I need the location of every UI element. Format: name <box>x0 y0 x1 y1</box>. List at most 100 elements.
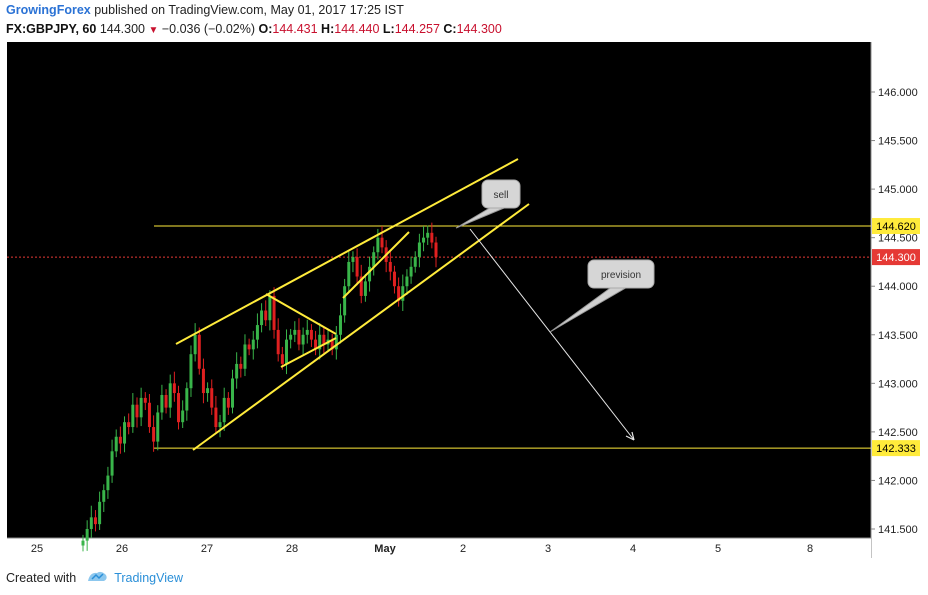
candle-body <box>426 232 430 238</box>
candle-body <box>85 529 89 541</box>
projection-arrowhead-icon <box>625 431 635 441</box>
triangle-upper-line <box>265 293 337 335</box>
y-tick-label: 145.000 <box>878 184 918 196</box>
created-with-text: Created with <box>6 570 77 585</box>
publish-info: GrowingForex published on TradingView.co… <box>6 3 404 17</box>
wedge-line <box>342 231 410 299</box>
candle-body <box>135 404 139 418</box>
candle-body <box>201 368 205 394</box>
candle-body <box>81 540 85 546</box>
high-value: 144.440 <box>334 22 380 36</box>
candle-body <box>293 329 297 335</box>
candle-body <box>123 422 127 444</box>
candle-body <box>177 393 181 423</box>
candle-body <box>243 344 247 369</box>
candle-body <box>405 276 409 287</box>
candle-body <box>380 237 384 248</box>
high-label: H: <box>321 22 335 36</box>
candle-body <box>210 388 214 408</box>
x-tick-label: 25 <box>31 543 43 555</box>
change-text: −0.036 (−0.02%) <box>161 22 255 36</box>
candle-body <box>417 242 421 258</box>
candle-body <box>89 517 93 529</box>
x-tick-label: 4 <box>630 543 636 555</box>
drawings[interactable]: sell prevision <box>175 158 655 451</box>
candle-body <box>251 339 255 350</box>
x-tick-label: 5 <box>715 543 721 555</box>
candle-body <box>280 354 284 364</box>
prevision-callout-box <box>587 259 655 289</box>
candle-body <box>297 329 301 345</box>
candle-body <box>152 427 156 442</box>
candle-body <box>181 410 185 423</box>
candle-body <box>376 237 380 253</box>
channel-lower-line <box>192 203 530 451</box>
candle-body <box>231 378 235 408</box>
candle-body <box>434 242 438 258</box>
candle-body <box>164 394 168 408</box>
x-tick-label: 28 <box>286 543 298 555</box>
candle-body <box>143 397 147 403</box>
tradingview-logo-icon[interactable] <box>86 569 108 586</box>
y-tick-label: 144.000 <box>878 281 918 293</box>
author-name[interactable]: GrowingForex <box>6 3 91 17</box>
candle-body <box>272 295 276 330</box>
candle-body <box>131 404 135 428</box>
candle-body <box>110 451 114 476</box>
x-tick-label: 3 <box>545 543 551 555</box>
candle-body <box>260 310 264 326</box>
candle-body <box>309 329 313 340</box>
open-value: 144.431 <box>272 22 318 36</box>
candle-body <box>338 315 342 335</box>
channel-upper-line <box>175 158 519 345</box>
time-axis[interactable] <box>7 538 871 558</box>
candle-body <box>314 339 318 350</box>
sell-callout-box <box>481 179 521 209</box>
candle-body <box>239 363 243 369</box>
x-tick-labels: 25 26 27 28 May 2 3 4 5 8 <box>31 543 813 555</box>
candle-body <box>413 257 417 267</box>
candle-body <box>156 412 160 442</box>
tradingview-link[interactable]: TradingView <box>114 570 183 585</box>
candle-body <box>347 261 351 287</box>
price-chart[interactable]: 141.500 142.000 142.500 143.000 143.500 144.0… <box>0 40 928 562</box>
down-arrow-icon: ▼ <box>148 25 159 36</box>
candle-body <box>160 394 164 413</box>
x-tick-label: 26 <box>116 543 128 555</box>
triangle-lower-line <box>280 337 337 368</box>
candle-body <box>139 397 143 418</box>
y-tick-label: 142.000 <box>878 475 918 487</box>
candle-body <box>397 286 401 301</box>
candle-body <box>430 232 434 243</box>
symbol-label: FX:GBPJPY, 60 <box>6 22 97 36</box>
last-price-text: 144.300 <box>99 22 145 36</box>
candle-body <box>372 252 376 267</box>
candle-body <box>289 334 293 340</box>
candle-body <box>193 334 197 355</box>
plot-area[interactable] <box>7 42 871 538</box>
candle-body <box>206 388 210 394</box>
last-price-box <box>872 249 920 266</box>
candles <box>81 222 438 552</box>
low-value: 144.257 <box>394 22 440 36</box>
low-label: L: <box>382 22 395 36</box>
x-tick-label: 8 <box>807 543 813 555</box>
footer: Created with TradingView <box>6 569 183 586</box>
sell-callout-label: sell <box>493 190 508 201</box>
candle-body <box>106 475 110 491</box>
candle-body <box>301 334 305 345</box>
candle-body <box>102 490 106 502</box>
candle-body <box>330 339 334 350</box>
candle-body <box>305 329 309 335</box>
y-tick-label: 143.500 <box>878 330 918 342</box>
candle-body <box>189 354 193 389</box>
level-label: 142.333 <box>876 443 916 455</box>
candle-body <box>172 383 176 394</box>
candle-body <box>284 339 288 364</box>
level-label-box <box>872 440 920 457</box>
candle-body <box>368 266 372 282</box>
candle-body <box>343 286 347 316</box>
y-tick-label: 143.000 <box>878 378 918 390</box>
y-tick-labels: 141.500 142.000 142.500 143.000 143.500 144.0… <box>871 87 918 536</box>
y-tick-label: 144.500 <box>878 233 918 245</box>
